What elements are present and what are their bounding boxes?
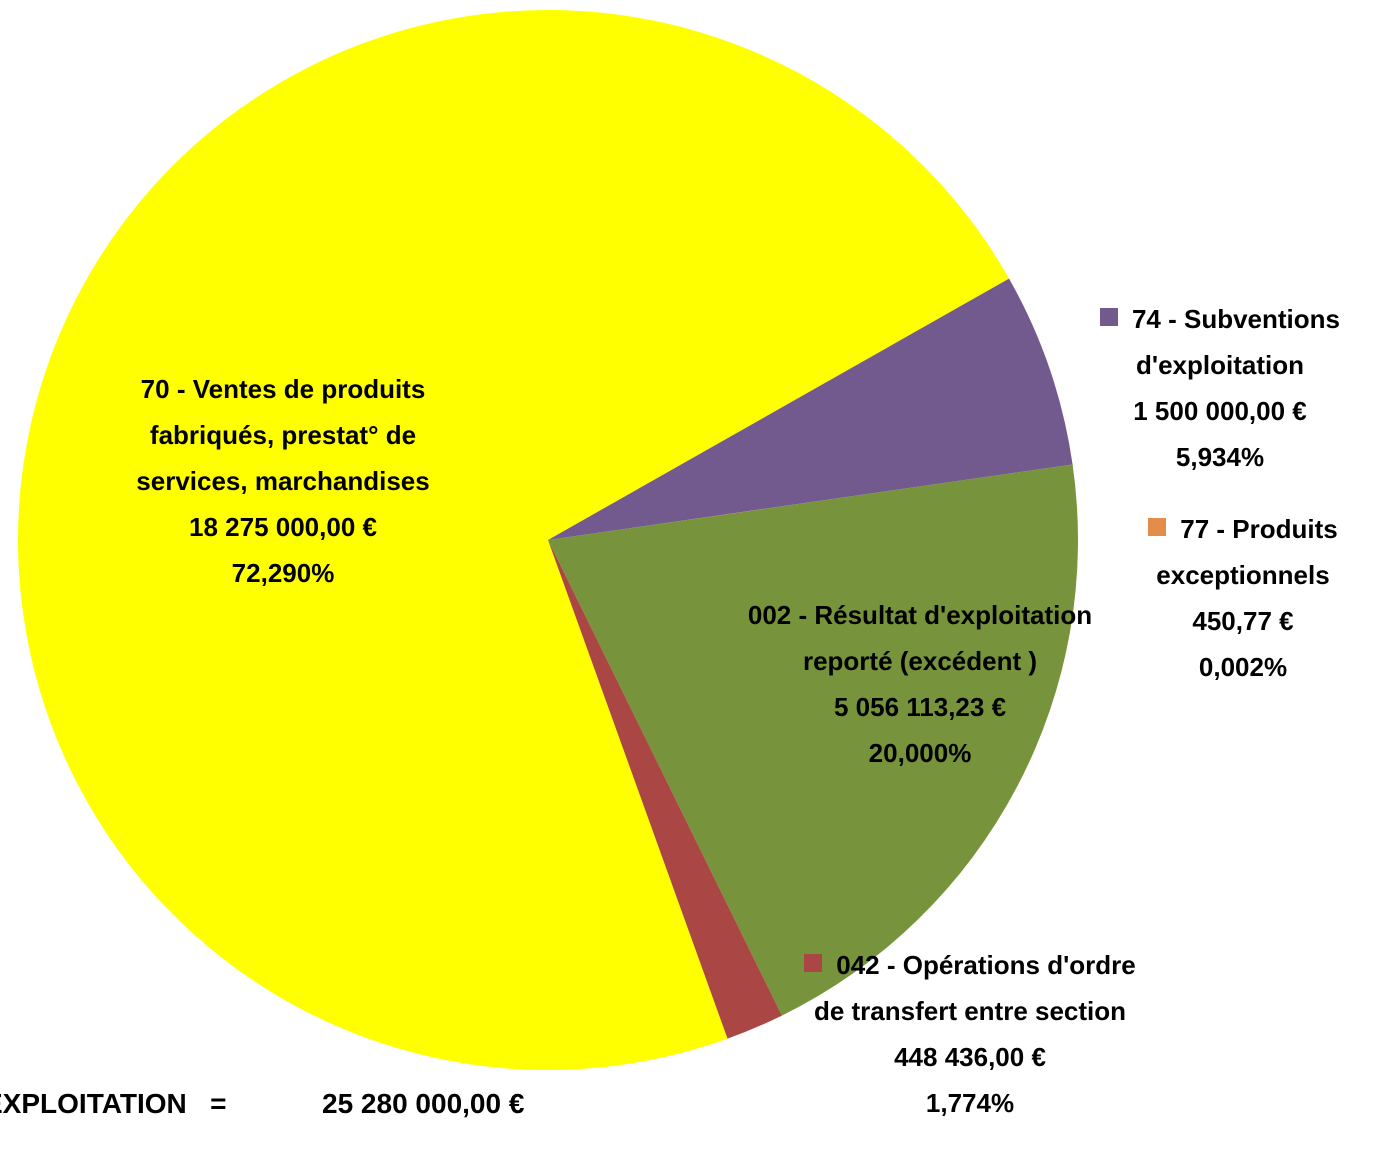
label-value: 18 275 000,00 €: [189, 512, 377, 542]
label-percent: 20,000%: [868, 738, 972, 768]
pie-slice: [18, 9, 1010, 1070]
label-percent: 1,774%: [925, 1088, 1015, 1118]
total-caption: EXPLOITATION =: [0, 1088, 227, 1119]
label-percent: 0,002%: [1198, 652, 1288, 682]
label-percent: 5,934%: [1175, 442, 1265, 472]
pie-slice: [548, 278, 1073, 540]
label-name: 77 - Produits exceptionnels: [1156, 514, 1338, 590]
label-name-block: 74 - Subventions d'exploitation: [1070, 296, 1370, 388]
total-value: 25 280 000,00 €: [322, 1088, 525, 1119]
label-percent: 72,290%: [231, 558, 335, 588]
data-label: 002 - Résultat d'exploitation reporté (e…: [740, 592, 1100, 776]
legend-key: [1099, 308, 1118, 326]
label-name: 70 - Ventes de produits fabriqués, prest…: [136, 374, 430, 496]
pie-slice: [548, 540, 782, 1039]
data-label: 042 - Opérations d'ordre de transfert en…: [790, 942, 1150, 1126]
label-name-block: 77 - Produits exceptionnels: [1108, 506, 1378, 598]
pie-slice: [548, 464, 1073, 540]
pie-slice: [548, 464, 1078, 1016]
label-value: 5 056 113,23 €: [833, 692, 1007, 722]
label-name-block: 002 - Résultat d'exploitation reporté (e…: [740, 592, 1100, 684]
data-label: 74 - Subventions d'exploitation 1 500 000…: [1070, 296, 1370, 480]
label-value: 448 436,00 €: [894, 1042, 1046, 1072]
label-name-block: 042 - Opérations d'ordre de transfert en…: [790, 942, 1150, 1034]
label-name: 74 - Subventions d'exploitation: [1131, 304, 1341, 380]
data-label: 77 - Produits exceptionnels 450,77 € 0,002…: [1108, 506, 1378, 690]
label-name-block: 70 - Ventes de produits fabriqués, prest…: [93, 366, 473, 504]
legend-key: [1148, 518, 1167, 536]
label-value: 1 500 000,00 €: [1133, 396, 1307, 426]
label-value: 450,77 €: [1192, 606, 1294, 636]
label-name: 042 - Opérations d'ordre de transfert en…: [813, 950, 1136, 1026]
label-name: 002 - Résultat d'exploitation reporté (e…: [747, 600, 1093, 676]
data-label: 70 - Ventes de produits fabriqués, prest…: [93, 366, 473, 596]
legend-key: [804, 954, 823, 972]
